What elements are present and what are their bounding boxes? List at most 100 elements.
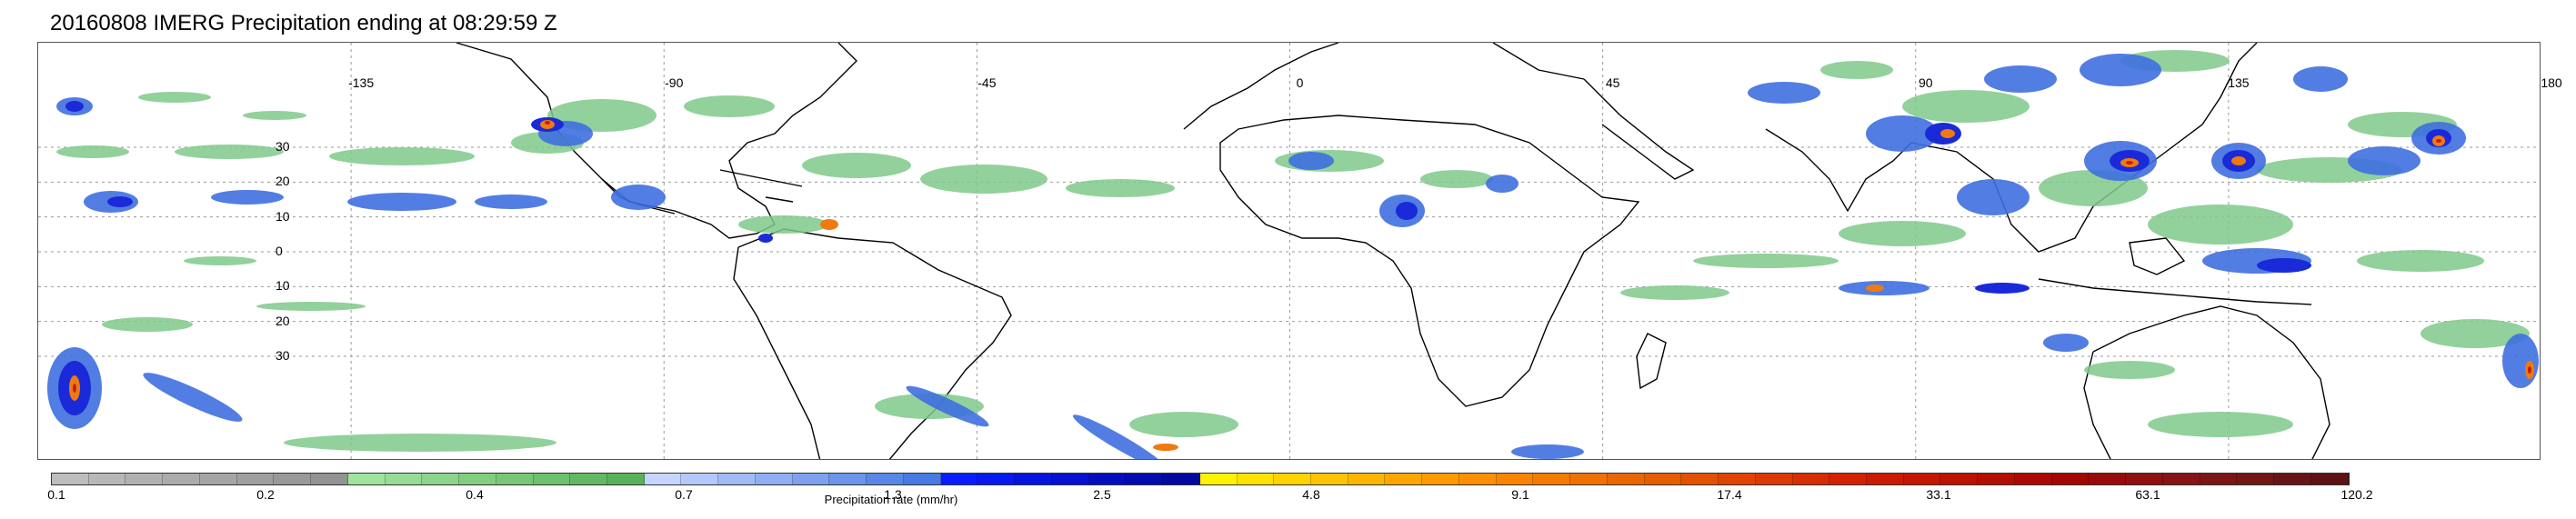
colorbar-swatch	[1422, 474, 1459, 484]
lon-tick-label: 180	[2541, 75, 2562, 90]
coastline-madagascar	[1636, 333, 1667, 390]
colorbar-tick-label: 4.8	[1302, 487, 1320, 502]
colorbar-swatch	[347, 474, 386, 484]
colorbar-swatch	[2051, 474, 2090, 484]
colorbar-swatch	[1719, 474, 1756, 484]
colorbar-swatch	[755, 474, 793, 484]
colorbar-swatch	[274, 474, 312, 484]
colorbar-swatch	[644, 474, 682, 484]
colorbar-swatch	[681, 474, 719, 484]
colorbar-swatch	[52, 474, 89, 484]
colorbar-swatch	[2274, 474, 2311, 484]
colorbar-swatch	[385, 474, 423, 484]
lat-tick-label: 20	[276, 313, 290, 328]
colorbar-tick-label: 2.5	[1093, 487, 1111, 502]
colorbar-swatch	[718, 474, 756, 484]
colorbar-swatch	[607, 474, 645, 484]
coastline-caribbean	[719, 169, 803, 203]
coastline-indonesia	[2038, 278, 2312, 305]
colorbar-tick-label: 17.4	[1717, 487, 1742, 502]
lat-tick-label: 0	[276, 244, 283, 258]
colorbar-swatch	[1496, 474, 1534, 484]
lat-tick-label: 20	[276, 174, 290, 189]
coastline-africa	[1219, 115, 1640, 407]
map-title: 20160808 IMERG Precipitation ending at 0…	[50, 11, 557, 35]
colorbar-swatch	[1978, 474, 2015, 484]
colorbar-swatch	[496, 474, 534, 484]
colorbar-swatch	[1237, 474, 1275, 484]
colorbar-swatch	[199, 474, 237, 484]
colorbar-swatch	[1348, 474, 1386, 484]
colorbar-swatch	[1792, 474, 1830, 484]
colorbar-swatch	[1274, 474, 1311, 484]
lon-tick-label: -135	[348, 75, 375, 90]
colorbar-swatch	[2126, 474, 2163, 484]
colorbar-swatch	[1310, 474, 1348, 484]
colorbar-swatch	[1903, 474, 1941, 484]
colorbar-swatch	[2014, 474, 2052, 484]
colorbar-swatch	[2237, 474, 2275, 484]
colorbar-tick-label: 0.1	[47, 487, 65, 502]
precipitation-field-light	[56, 50, 2530, 452]
coastline-south-america	[733, 228, 1012, 459]
colorbar-swatch	[311, 474, 348, 484]
colorbar-swatch	[570, 474, 608, 484]
colorbar-swatch	[1533, 474, 1571, 484]
coastline-arabia	[1583, 78, 1695, 180]
colorbar-swatch	[236, 474, 275, 484]
lon-tick-label: 135	[2228, 75, 2250, 90]
colorbar-tick-label: 0.7	[675, 487, 693, 502]
coastline-india	[1765, 128, 1912, 213]
colorbar-tick-label: 0.2	[256, 487, 275, 502]
lon-tick-label: -45	[977, 75, 997, 90]
colorbar-swatch	[1866, 474, 1904, 484]
gridlines	[38, 43, 2540, 459]
lon-tick-label: 0	[1296, 75, 1304, 90]
lat-tick-label: 10	[276, 208, 290, 224]
colorbar-swatch	[533, 474, 571, 484]
colorbar-swatch	[2162, 474, 2200, 484]
colorbar-swatch	[1051, 474, 1089, 484]
lat-tick-label: 10	[276, 278, 290, 294]
lon-tick-label: -90	[665, 75, 684, 90]
colorbar-swatch	[1607, 474, 1645, 484]
colorbar-tick-label: 1.3	[884, 487, 902, 502]
lat-tick-label: 30	[276, 139, 290, 154]
colorbar-tick-label: 0.4	[466, 487, 484, 502]
colorbar-swatch	[2310, 474, 2349, 484]
precipitation-field-heavy	[58, 101, 2451, 415]
colorbar-swatch	[1755, 474, 1793, 484]
colorbar-swatch	[1644, 474, 1682, 484]
colorbar-swatch	[977, 474, 1016, 484]
colorbar-swatch	[125, 474, 164, 484]
colorbar-tick-label: 120.2	[2340, 487, 2373, 502]
coastline-europe	[1183, 43, 1585, 130]
colorbar-swatch	[163, 474, 200, 484]
colorbar-tick-label: 33.1	[1926, 487, 1951, 502]
colorbar-swatch	[422, 474, 460, 484]
colorbar-swatch	[829, 474, 867, 484]
colorbar-swatch	[1088, 474, 1127, 484]
colorbar-label: Precipitation rate (mm/hr)	[824, 493, 958, 506]
colorbar-swatch	[1199, 474, 1238, 484]
colorbar-swatch	[2200, 474, 2238, 484]
colorbar-swatch	[1385, 474, 1423, 484]
colorbar-tick-label: 63.1	[2135, 487, 2160, 502]
colorbar-swatch	[1458, 474, 1497, 484]
colorbar-swatch	[2089, 474, 2127, 484]
colorbar-tick-label: 9.1	[1511, 487, 1529, 502]
colorbar-swatch	[1570, 474, 1608, 484]
colorbar-swatch	[1015, 474, 1052, 484]
coastline-borneo	[2129, 237, 2186, 275]
colorbar-swatch	[1829, 474, 1867, 484]
precipitation-field-extreme	[73, 121, 2531, 393]
colorbar-swatch	[903, 474, 941, 484]
colorbar-swatch	[1126, 474, 1164, 484]
precipitation-field-moderate	[47, 54, 2539, 459]
colorbar-swatch	[1681, 474, 1719, 484]
lon-tick-label: 90	[1918, 75, 1933, 90]
colorbar-swatch	[1163, 474, 1200, 484]
lon-tick-label: 45	[1605, 75, 1620, 90]
colorbar-swatch	[459, 474, 496, 484]
colorbar	[51, 473, 2350, 485]
